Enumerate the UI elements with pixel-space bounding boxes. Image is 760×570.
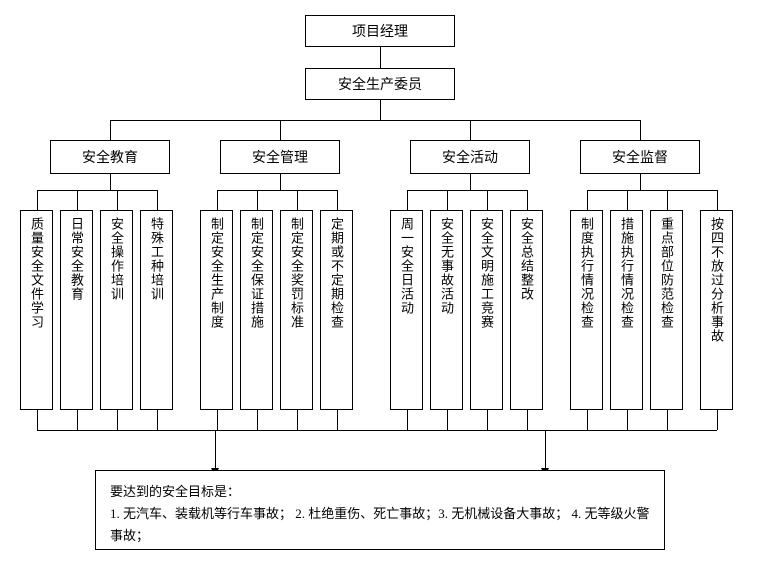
leaf-box: 安全文明施工竞赛 [470, 210, 503, 410]
arrow-line [215, 430, 216, 470]
connector [447, 190, 448, 210]
leaf-box: 安全总结整改 [510, 210, 543, 410]
goal-body: 1. 无汽车、装载机等行车事故； 2. 杜绝重伤、死亡事故；3. 无机械设备大事… [110, 503, 650, 547]
leaf-box: 定期或不定期检查 [320, 210, 353, 410]
connector [280, 174, 281, 190]
leaf-bus [37, 190, 157, 191]
bottom-bus [37, 430, 717, 431]
leaf-box: 制定安全生产制度 [200, 210, 233, 410]
connector [717, 190, 718, 210]
leaf-box: 制定安全奖罚标准 [280, 210, 313, 410]
connector [587, 410, 588, 430]
connector [667, 410, 668, 430]
leaf-bus [407, 190, 527, 191]
connector [257, 190, 258, 210]
leaf-box: 措施执行情况检查 [610, 210, 643, 410]
connector [37, 190, 38, 210]
leaf-box: 重点部位防范检查 [650, 210, 683, 410]
connector [380, 100, 381, 120]
leaf-box: 按四不放过分析事故 [700, 210, 733, 410]
root-box: 项目经理 [305, 15, 455, 47]
connector [297, 410, 298, 430]
connector [110, 174, 111, 190]
connector [77, 410, 78, 430]
leaf-box: 质量安全文件学习 [20, 210, 53, 410]
connector [337, 190, 338, 210]
connector [217, 410, 218, 430]
connector [640, 174, 641, 190]
connector [217, 190, 218, 210]
org-chart: 项目经理安全生产委员安全教育 安全管理 安全活动 安全监督质量安全文件学习日常安全教育… [0, 0, 760, 570]
connector [527, 410, 528, 430]
connector [157, 190, 158, 210]
goal-box: 要达到的安全目标是：1. 无汽车、装载机等行车事故； 2. 杜绝重伤、死亡事故；… [95, 470, 665, 550]
connector [527, 190, 528, 210]
connector [110, 120, 111, 140]
connector [627, 190, 628, 210]
connector [257, 410, 258, 430]
leaf-box: 安全操作培训 [100, 210, 133, 410]
connector [717, 410, 718, 430]
connector [117, 190, 118, 210]
goal-title: 要达到的安全目标是： [110, 481, 650, 503]
leaf-box: 制定安全保证措施 [240, 210, 273, 410]
connector [587, 190, 588, 210]
connector [407, 190, 408, 210]
leaf-bus [217, 190, 337, 191]
connector [37, 410, 38, 430]
connector [117, 410, 118, 430]
connector [487, 190, 488, 210]
committee-box: 安全生产委员 [305, 68, 455, 100]
arrow-line [545, 430, 546, 470]
connector [640, 120, 641, 140]
connector [407, 410, 408, 430]
leaf-box: 周一安全日活动 [390, 210, 423, 410]
connector [447, 410, 448, 430]
connector [77, 190, 78, 210]
connector [487, 410, 488, 430]
connector [470, 174, 471, 190]
connector [297, 190, 298, 210]
connector [667, 190, 668, 210]
leaf-box: 特殊工种培训 [140, 210, 173, 410]
connector [627, 410, 628, 430]
leaf-box: 日常安全教育 [60, 210, 93, 410]
connector [280, 120, 281, 140]
connector [470, 120, 471, 140]
group-box: 安全管理 [220, 140, 340, 174]
leaf-bus [587, 190, 717, 191]
group-box: 安全活动 [410, 140, 530, 174]
leaf-box: 制度执行情况检查 [570, 210, 603, 410]
connector [157, 410, 158, 430]
leaf-box: 安全无事故活动 [430, 210, 463, 410]
group-box: 安全监督 [580, 140, 700, 174]
bus [110, 120, 640, 121]
connector [380, 47, 381, 68]
connector [337, 410, 338, 430]
group-box: 安全教育 [50, 140, 170, 174]
